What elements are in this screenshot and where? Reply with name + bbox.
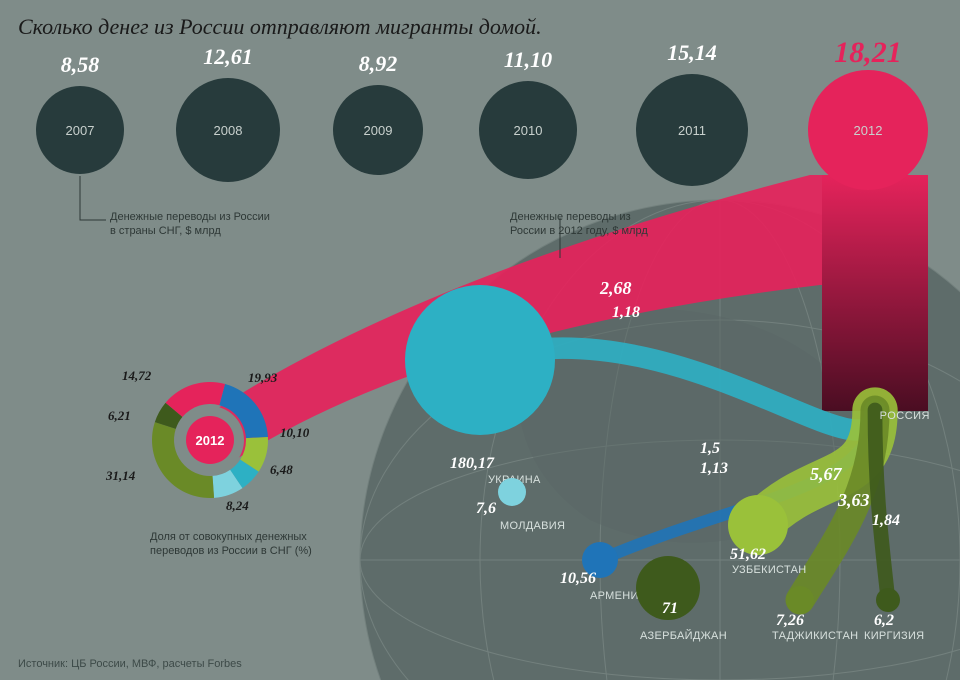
year-label: 2010 (479, 81, 577, 179)
country-gdp-value: 7,6 (476, 500, 496, 518)
year-label: 2009 (333, 85, 423, 175)
russia-label: РОССИЯ (880, 410, 930, 422)
donut-container: 2012 (150, 380, 270, 500)
infographic-stage: Сколько денег из России отправляют мигра… (0, 0, 960, 680)
year-bubble-2007: 8,582007 (36, 86, 124, 174)
year-value: 11,10 (448, 47, 608, 73)
transfer-value: 1,5 (700, 440, 720, 458)
year-label: 2007 (36, 86, 124, 174)
country-gdp-value: 10,56 (560, 570, 596, 588)
donut-center: 2012 (186, 416, 234, 464)
year-bubble-2011: 15,142011 (636, 74, 748, 186)
source-text: Источник: ЦБ России, МВФ, расчеты Forbes (18, 658, 242, 670)
donut-value-label: 6,21 (108, 408, 131, 424)
russia-trunk (822, 175, 928, 411)
year-bubble-2010: 11,102010 (479, 81, 577, 179)
shares-caption: Доля от совокупных денежных переводов из… (150, 530, 330, 559)
country-gdp-value: 6,2 (874, 612, 894, 630)
year-bubble-2008: 12,612008 (176, 78, 280, 182)
donut-value-label: 31,14 (106, 468, 135, 484)
country-bubble (786, 586, 814, 614)
country-bubble (876, 588, 900, 612)
year-value: 18,21 (788, 36, 948, 70)
transfer-value: 2,68 (600, 278, 632, 299)
transfer-value-secondary: 1,13 (700, 460, 728, 478)
donut-value-label: 6,48 (270, 462, 293, 478)
transfer-value: 5,67 (810, 464, 842, 485)
country-bubble (498, 478, 526, 506)
year-value: 8,92 (298, 51, 458, 77)
donut-value-label: 10,10 (280, 425, 309, 441)
year-label: 2012 (808, 70, 928, 190)
year-value: 12,61 (148, 44, 308, 70)
country-gdp-value: 71 (662, 600, 678, 618)
donut-value-label: 14,72 (122, 368, 151, 384)
transfer-value-secondary: 1,18 (612, 304, 640, 322)
country-name-label: УЗБЕКИСТАН (732, 564, 806, 576)
country-gdp-value: 180,17 (450, 455, 494, 473)
country-name-label: ТАДЖИКИСТАН (772, 630, 858, 642)
timeline-caption: Денежные переводы из России в страны СНГ… (110, 210, 270, 239)
country-bubble (405, 285, 555, 435)
country-gdp-value: 7,26 (776, 612, 804, 630)
year-label: 2011 (636, 74, 748, 186)
year-bubble-2012: 18,212012 (808, 70, 928, 190)
flows-caption: Денежные переводы из России в 2012 году,… (510, 210, 660, 239)
donut-value-label: 8,24 (226, 498, 249, 514)
donut-value-label: 19,93 (248, 370, 277, 386)
country-name-label: КИРГИЗИЯ (864, 630, 924, 642)
country-name-label: АЗЕРБАЙДЖАН (640, 630, 727, 642)
year-bubble-2009: 8,922009 (333, 85, 423, 175)
year-label: 2008 (176, 78, 280, 182)
transfer-value: 3,63 (838, 490, 870, 511)
transfer-value: 1,84 (872, 512, 900, 530)
year-value: 15,14 (612, 40, 772, 66)
country-gdp-value: 51,62 (730, 546, 766, 564)
country-name-label: МОЛДАВИЯ (500, 520, 565, 532)
year-value: 8,58 (0, 52, 160, 78)
